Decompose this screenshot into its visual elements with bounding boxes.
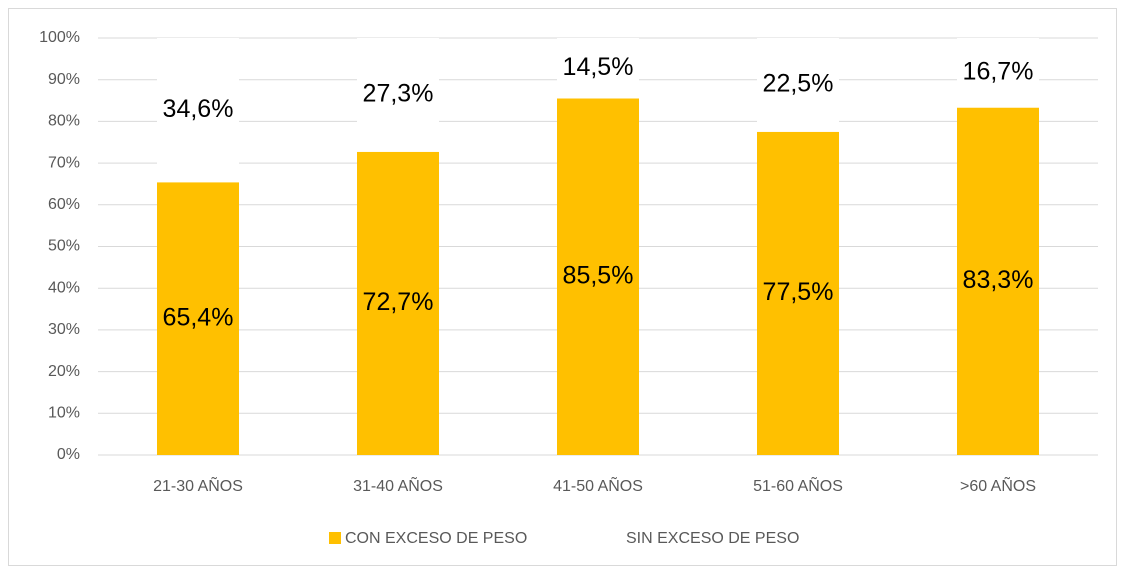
bar-segment	[557, 98, 639, 455]
y-tick-label: 30%	[48, 321, 80, 338]
x-tick-label: 21-30 AÑOS	[153, 475, 243, 495]
bar-segment	[357, 38, 439, 152]
bar-segment	[757, 131, 839, 455]
legend-label: CON EXCESO DE PESO	[345, 530, 527, 547]
legend-swatch	[329, 532, 341, 544]
bar-segment	[957, 38, 1039, 108]
data-label: 85,5%	[563, 261, 634, 289]
y-tick-label: 10%	[48, 405, 80, 422]
x-tick-label: >60 AÑOS	[960, 475, 1036, 495]
y-tick-label: 40%	[48, 279, 80, 296]
bar-segment	[357, 151, 439, 455]
y-tick-label: 20%	[48, 363, 80, 380]
legend-label: SIN EXCESO DE PESO	[626, 530, 799, 547]
bar-segment	[957, 107, 1039, 455]
x-tick-label: 41-50 AÑOS	[553, 475, 643, 495]
y-tick-label: 80%	[48, 113, 80, 130]
y-tick-label: 70%	[48, 154, 80, 171]
data-label: 27,3%	[363, 80, 434, 108]
x-tick-label: 51-60 AÑOS	[753, 475, 843, 495]
data-label: 72,7%	[363, 288, 434, 316]
data-label: 83,3%	[963, 266, 1034, 294]
data-label: 34,6%	[163, 95, 234, 123]
bar-segment	[157, 38, 239, 183]
y-tick-label: 0%	[57, 446, 80, 463]
y-tick-label: 90%	[48, 71, 80, 88]
data-label: 77,5%	[763, 278, 834, 306]
y-tick-label: 50%	[48, 238, 80, 255]
bar-segment	[557, 38, 639, 99]
data-label: 14,5%	[563, 53, 634, 81]
data-label: 65,4%	[163, 303, 234, 331]
y-tick-label: 60%	[48, 196, 80, 213]
bar-segment	[157, 182, 239, 456]
legend-swatch	[610, 532, 622, 544]
data-label: 16,7%	[963, 57, 1034, 85]
bar-segment	[757, 38, 839, 132]
x-tick-label: 31-40 AÑOS	[353, 475, 443, 495]
y-tick-label: 100%	[39, 29, 80, 46]
data-label: 22,5%	[763, 70, 834, 98]
